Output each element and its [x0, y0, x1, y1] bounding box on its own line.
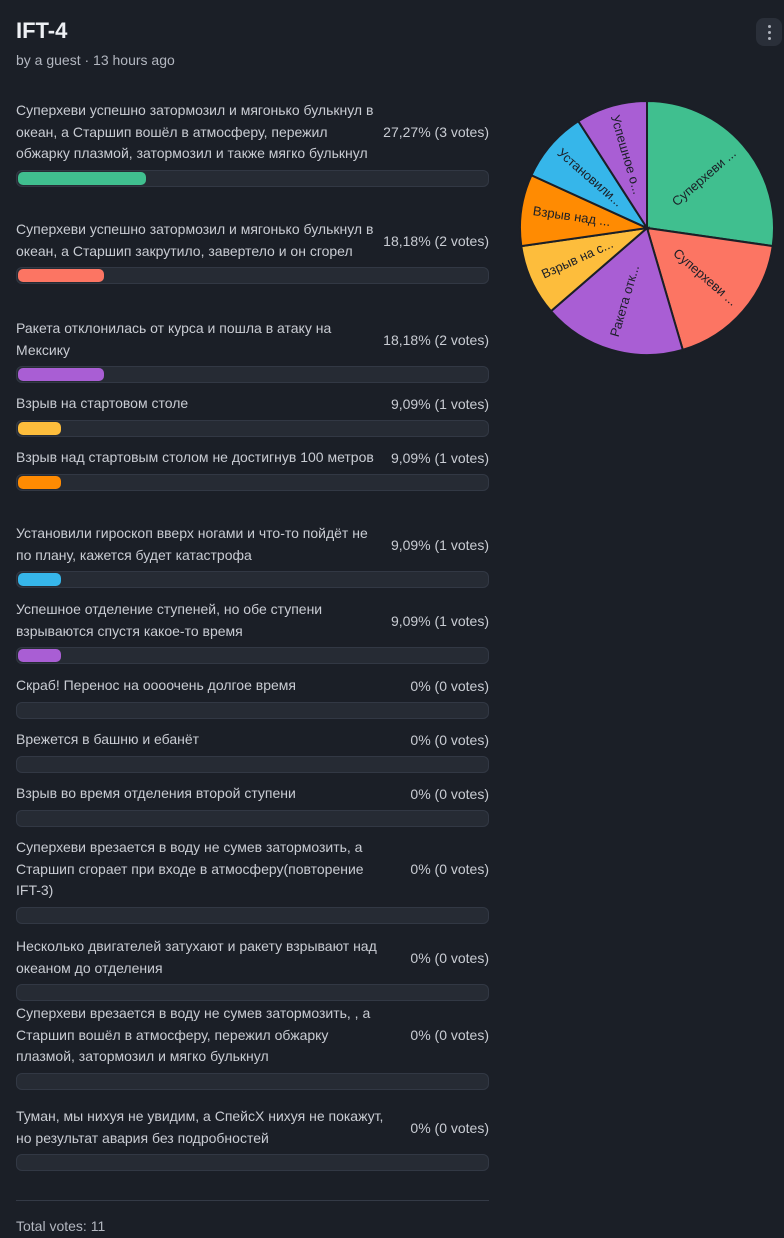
poll-option[interactable]: Скраб! Перенос на оооочень долгое время 0… [16, 675, 489, 719]
option-row: Скраб! Перенос на оооочень долгое время 0… [16, 675, 489, 697]
option-row: Суперхеви успешно затормозил и мягонько … [16, 100, 489, 165]
option-row: Врежется в башню и ебанёт 0% (0 votes) [16, 729, 489, 751]
option-label: Суперхеви успешно затормозил и мягонько … [16, 102, 374, 161]
poll-option[interactable]: Взрыв на стартовом столе 9,09% (1 votes) [16, 393, 489, 437]
option-label: Врежется в башню и ебанёт [16, 731, 200, 747]
option-row: Суперхеви врезается в воду не сумев зато… [16, 1003, 489, 1068]
option-label: Ракета отклонилась от курса и пошла в ат… [16, 320, 332, 358]
pie-slice [549, 226, 685, 356]
option-progress-fill [18, 421, 61, 435]
pie-slice [645, 226, 774, 352]
option-progress-bar [16, 701, 489, 719]
more-vertical-icon[interactable] [756, 18, 782, 46]
poll-option[interactable]: Успешное отделение ступеней, но обе ступ… [16, 599, 489, 664]
option-row: Установили гироскоп вверх ногами и что-т… [16, 523, 489, 566]
option-row: Взрыв во время отделения второй ступени 0… [16, 783, 489, 805]
option-row: Суперхеви врезается в воду не сумев зато… [16, 837, 489, 902]
option-label: Несколько двигателей затухают и ракету в… [16, 938, 377, 976]
option-label: Успешное отделение ступеней, но обе ступ… [16, 601, 323, 639]
poll-option[interactable]: Установили гироскоп вверх ногами и что-т… [16, 523, 489, 588]
option-label: Суперхеви врезается в воду не сумев зато… [16, 839, 364, 898]
option-row: Взрыв на стартовом столе 9,09% (1 votes) [16, 393, 489, 415]
poll-option[interactable]: Суперхеви успешно затормозил и мягонько … [16, 100, 489, 187]
option-progress-bar [16, 267, 489, 284]
option-votes: 9,09% (1 votes) [390, 536, 489, 553]
option-progress-bar [16, 647, 489, 664]
option-row: Успешное отделение ступеней, но обе ступ… [16, 599, 489, 642]
option-row: Взрыв над стартовым столом не достигнув … [16, 447, 489, 469]
option-row: Суперхеви успешно затормозил и мягонько … [16, 219, 489, 262]
results-pie-chart: Суперхеви ...Суперхеви ...Ракета отк...В… [519, 99, 775, 356]
option-votes: 9,09% (1 votes) [390, 395, 489, 412]
option-votes: 0% (0 votes) [410, 861, 489, 878]
total-votes: Total votes: 11 [16, 1218, 106, 1234]
option-progress-bar [16, 809, 489, 827]
option-votes: 9,09% (1 votes) [390, 612, 489, 629]
option-progress-bar [16, 366, 489, 383]
poll-option[interactable]: Туман, мы нихуя не увидим, а СпейсХ ниху… [16, 1106, 489, 1171]
poll-option[interactable]: Ракета отклонилась от курса и пошла в ат… [16, 318, 489, 383]
option-progress-fill [18, 573, 61, 586]
option-label: Взрыв над стартовым столом не достигнув … [16, 449, 374, 465]
option-label: Суперхеви успешно затормозил и мягонько … [16, 221, 374, 259]
poll-meta: by a guest · 13 hours ago [16, 52, 175, 68]
option-label: Взрыв во время отделения второй ступени [16, 785, 296, 801]
poll-option[interactable]: Суперхеви успешно затормозил и мягонько … [16, 219, 489, 284]
option-progress-bar [16, 1072, 489, 1090]
option-row: Туман, мы нихуя не увидим, а СпейсХ ниху… [16, 1106, 489, 1149]
option-row: Несколько двигателей затухают и ракету в… [16, 936, 489, 979]
option-progress-fill [18, 475, 61, 489]
option-label: Туман, мы нихуя не увидим, а СпейсХ ниху… [16, 1108, 384, 1146]
option-progress-bar [16, 571, 489, 588]
option-label: Взрыв на стартовом столе [16, 395, 189, 411]
option-row: Ракета отклонилась от курса и пошла в ат… [16, 318, 489, 361]
option-votes: 0% (0 votes) [410, 677, 489, 694]
option-progress-bar [16, 169, 489, 187]
option-votes: 18,18% (2 votes) [383, 232, 489, 249]
option-label: Суперхеви врезается в воду не сумев зато… [16, 1005, 371, 1064]
option-label: Скраб! Перенос на оооочень долгое время [16, 677, 296, 693]
poll-option[interactable]: Суперхеви врезается в воду не сумев зато… [16, 837, 489, 924]
pie-slice [646, 99, 775, 248]
option-progress-bar [16, 1154, 489, 1171]
option-progress-bar [16, 419, 489, 437]
pie-slice [576, 99, 648, 232]
option-progress-fill [18, 368, 104, 381]
option-progress-fill [18, 269, 104, 282]
poll-title: IFT-4 [16, 18, 68, 43]
option-votes: 27,27% (3 votes) [383, 124, 489, 141]
poll-option[interactable]: Взрыв над стартовым столом не достигнув … [16, 447, 489, 491]
option-label: Установили гироскоп вверх ногами и что-т… [16, 525, 368, 563]
option-votes: 0% (0 votes) [410, 785, 489, 802]
poll-option[interactable]: Несколько двигателей затухают и ракету в… [16, 936, 489, 1001]
option-progress-bar [16, 984, 489, 1001]
option-votes: 0% (0 votes) [410, 731, 489, 748]
option-votes: 18,18% (2 votes) [383, 331, 489, 348]
option-progress-fill [18, 171, 147, 185]
option-progress-bar [16, 473, 489, 491]
option-votes: 9,09% (1 votes) [390, 449, 489, 466]
option-progress-bar [16, 755, 489, 773]
option-progress-fill [18, 649, 61, 662]
option-votes: 0% (0 votes) [410, 1119, 489, 1136]
poll-option[interactable]: Суперхеви врезается в воду не сумев зато… [16, 1003, 489, 1090]
poll-option[interactable]: Взрыв во время отделения второй ступени 0… [16, 783, 489, 827]
divider [16, 1200, 489, 1201]
option-progress-bar [16, 906, 489, 924]
option-votes: 0% (0 votes) [410, 1027, 489, 1044]
poll-option[interactable]: Врежется в башню и ебанёт 0% (0 votes) [16, 729, 489, 773]
option-votes: 0% (0 votes) [410, 949, 489, 966]
